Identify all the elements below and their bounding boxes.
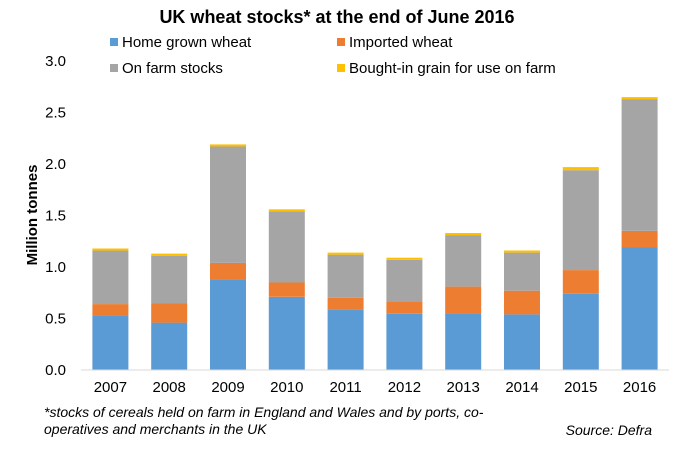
bar-segment-2007-s2 (92, 250, 129, 305)
bar-segment-2009-s0 (210, 279, 246, 370)
bar-segment-2012-s1 (386, 302, 423, 314)
bar-segment-2014-s2 (504, 252, 540, 291)
y-tick-label: 2.5 (45, 105, 66, 122)
bar-segment-2015-s2 (562, 170, 599, 271)
legend-label-2: On farm stocks (122, 60, 223, 77)
x-tick-label: 2011 (329, 379, 361, 396)
x-axis-ticks: 2007 2008 2009 2010 2011 2012 2013 2014 2015 2016 (94, 379, 657, 396)
bar-segment-2016-s2 (621, 99, 658, 231)
bars (92, 97, 658, 370)
legend-swatch-0 (110, 38, 118, 46)
y-axis-ticks: 0.0 0.5 1.0 1.5 2.0 2.5 3.0 (45, 53, 66, 379)
bar-segment-2011-s1 (327, 297, 364, 310)
x-tick-label: 2013 (447, 379, 480, 396)
bar-segment-2014-s0 (504, 314, 540, 370)
y-tick-label: 1.5 (45, 208, 66, 225)
bar-segment-2015-s0 (562, 293, 599, 370)
bar-segment-2010-s0 (268, 296, 305, 370)
bar-segment-2009-s1 (210, 262, 246, 280)
bar-segment-2014-s3 (504, 250, 540, 253)
bar-segment-2011-s2 (327, 254, 364, 298)
x-tick-label: 2009 (211, 379, 244, 396)
bar-segment-2013-s0 (445, 313, 482, 370)
y-tick-label: 1.0 (45, 259, 66, 276)
bar-segment-2007-s1 (92, 304, 129, 316)
legend: Home grown wheat Imported wheat On farm st… (110, 34, 556, 77)
bar-segment-2008-s3 (151, 253, 188, 256)
x-tick-label: 2015 (564, 379, 597, 396)
legend-swatch-2 (110, 64, 118, 72)
bar-segment-2008-s2 (151, 255, 188, 304)
bar-segment-2016-s1 (621, 231, 658, 248)
y-tick-label: 2.0 (45, 156, 66, 173)
bar-segment-2010-s2 (268, 211, 305, 283)
x-tick-label: 2014 (505, 379, 538, 396)
legend-swatch-1 (337, 38, 345, 46)
bar-segment-2016-s3 (621, 97, 658, 100)
bar-segment-2012-s2 (386, 259, 423, 302)
bar-segment-2007-s3 (92, 248, 129, 251)
bar-segment-2014-s1 (504, 290, 540, 315)
bar-segment-2016-s0 (621, 247, 658, 370)
legend-label-0: Home grown wheat (122, 34, 252, 51)
bar-segment-2012-s0 (386, 313, 423, 370)
x-tick-label: 2016 (623, 379, 656, 396)
x-tick-label: 2008 (153, 379, 186, 396)
legend-label-1: Imported wheat (349, 34, 453, 51)
y-tick-label: 0.0 (45, 362, 66, 379)
legend-swatch-3 (337, 64, 345, 72)
bar-segment-2015-s1 (562, 270, 599, 294)
bar-segment-2011-s3 (327, 252, 364, 255)
x-tick-label: 2010 (270, 379, 303, 396)
bar-segment-2008-s1 (151, 303, 188, 323)
bar-segment-2009-s2 (210, 146, 246, 263)
bar-segment-2007-s0 (92, 315, 129, 370)
bar-segment-2009-s3 (210, 144, 246, 147)
bar-segment-2015-s3 (562, 167, 599, 171)
legend-label-3: Bought-in grain for use on farm (349, 60, 556, 77)
bar-segment-2013-s3 (445, 233, 482, 236)
x-tick-label: 2007 (94, 379, 127, 396)
y-tick-label: 3.0 (45, 53, 66, 70)
bar-segment-2010-s1 (268, 282, 305, 297)
bar-segment-2010-s3 (268, 209, 305, 212)
source-note: Source: Defra (565, 422, 652, 438)
bar-segment-2008-s0 (151, 322, 188, 370)
bar-segment-2013-s2 (445, 235, 482, 287)
bar-segment-2012-s3 (386, 257, 423, 260)
footnote: *stocks of cereals held on farm in Engla… (44, 404, 484, 437)
bar-segment-2013-s1 (445, 286, 482, 314)
y-tick-label: 0.5 (45, 311, 66, 328)
x-tick-label: 2012 (388, 379, 421, 396)
chart-title: UK wheat stocks* at the end of June 2016 (159, 7, 514, 27)
bar-segment-2011-s0 (327, 309, 364, 370)
y-axis-label: Million tonnes (24, 165, 41, 266)
